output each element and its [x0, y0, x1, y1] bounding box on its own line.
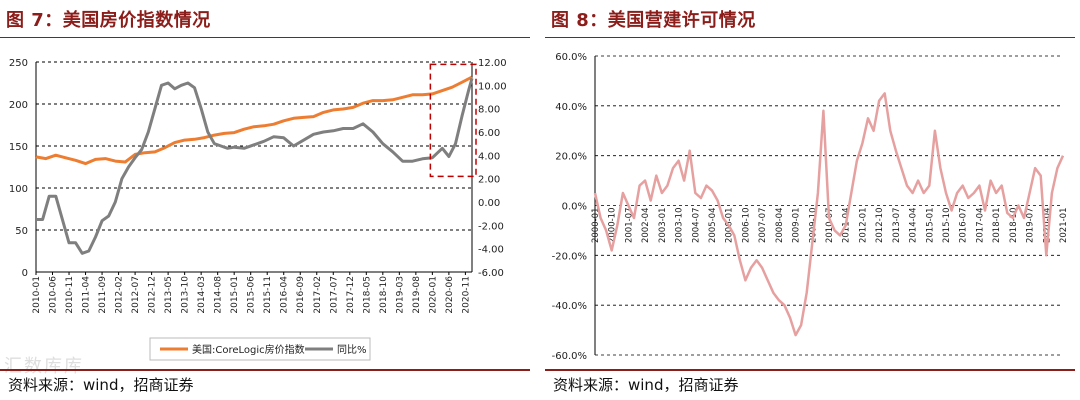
figure-8-bottom-rule — [545, 369, 1075, 371]
x-tick-label: 2018-01 — [992, 208, 1002, 244]
x-tick-label: 2017-02 — [313, 276, 323, 314]
x-tick-label: 2013-05 — [164, 276, 174, 314]
y-right-tick-label: 0.00 — [478, 198, 500, 209]
x-tick-label: 2003-01 — [658, 208, 668, 244]
y-right-tick-label: -2.00 — [478, 221, 504, 232]
watermark-text: 汇数库库 — [4, 356, 84, 377]
y-left-tick-label: 50 — [15, 226, 28, 237]
x-tick-label: 2012-10 — [875, 208, 885, 244]
x-tick-label: 2021-01 — [1059, 208, 1069, 244]
x-tick-label: 2012-07 — [131, 276, 141, 314]
x-tick-label: 2020-11 — [461, 276, 471, 314]
x-tick-label: 2014-04 — [909, 208, 919, 244]
x-tick-label: 2016-07 — [959, 208, 969, 244]
x-tick-label: 2006-10 — [741, 208, 751, 244]
x-tick-label: 2017-07 — [329, 276, 339, 314]
y-tick-label: -20.0% — [552, 251, 587, 262]
figure-8-panel: 图 8：美国营建许可情况 -60.0% -40.0% -20.0% 0.0% 20.0%… — [545, 0, 1080, 400]
x-tick-label: 2012-01 — [858, 208, 868, 244]
x-tick-label: 2014-08 — [214, 276, 224, 314]
x-tick-label: 2018-10 — [379, 276, 389, 314]
figure-8-source: 资料来源：wind，招商证券 — [553, 376, 739, 394]
x-tick-label: 2015-01 — [230, 276, 240, 314]
legend-label-yoy: 同比% — [337, 344, 367, 356]
permits-series-line — [593, 92, 1065, 337]
highlight-box — [429, 63, 477, 178]
x-tick-label: 2008-04 — [775, 208, 785, 244]
figure-7-title-rule — [0, 37, 530, 38]
building-permits-chart: -60.0% -40.0% -20.0% 0.0% 20.0% 40.0% 60.0% 200… — [552, 52, 1069, 362]
x-tick-label: 2020-04 — [1042, 208, 1052, 244]
x-tick-label: 2011-09 — [98, 276, 108, 314]
x-tick-label: 2019-07 — [1026, 207, 1036, 243]
x-tick-label: 2019-08 — [412, 276, 422, 314]
x-tick-label: 2020-06 — [445, 276, 455, 314]
figure-8-title: 图 8：美国营建许可情况 — [551, 10, 756, 31]
y-left-tick-label: 150 — [9, 142, 28, 153]
x-tick-label: 2015-01 — [925, 208, 935, 244]
x-tick-label: 2000-10 — [608, 208, 618, 244]
yoy-series-line — [36, 77, 474, 255]
x-tick-label: 2012-02 — [115, 276, 125, 314]
y-tick-label: 0.0% — [562, 202, 587, 213]
x-tick-label: 2010-06 — [49, 276, 59, 314]
figure-7-panel: 图 7：美国房价指数情况 0 50 100 150 200 250 -6.00 -4.00 -2… — [0, 0, 535, 400]
y-tick-label: 60.0% — [555, 52, 587, 63]
x-tick-label: 2012-12 — [148, 276, 158, 314]
x-tick-label: 2005-04 — [708, 208, 718, 244]
x-tick-label: 2004-07 — [691, 208, 701, 244]
y-tick-label: -60.0% — [552, 351, 587, 362]
y-right-tick-label: 8.00 — [478, 105, 500, 116]
y-left-tick-label: 200 — [9, 100, 28, 111]
x-tick-label: 2017-12 — [346, 276, 356, 314]
y-right-tick-label: 10.00 — [478, 81, 507, 92]
x-tick-label: 2018-10 — [1009, 208, 1019, 244]
y-tick-label: 20.0% — [555, 152, 587, 163]
x-tick-label: 2007-07 — [758, 208, 768, 244]
x-tick-label: 2018-05 — [362, 276, 372, 314]
x-tick-label: 2009-01 — [792, 207, 802, 243]
x-tick-label: 2015-06 — [247, 276, 257, 314]
legend-label-price-index: 美国:CoreLogic房价指数 — [192, 343, 305, 356]
y-left-tick-label: 0 — [22, 268, 28, 279]
x-tick-label: 2015-11 — [263, 276, 273, 314]
x-tick-label: 2003-10 — [675, 208, 685, 244]
x-tick-label: 2017-04 — [975, 208, 985, 244]
x-tick-label: 2013-07 — [892, 208, 902, 244]
x-tick-label: 2015-10 — [942, 208, 952, 244]
x-tick-label: 2001-07 — [624, 208, 634, 244]
x-tick-label: 2019-03 — [395, 276, 405, 314]
x-tick-label: 2016-09 — [296, 276, 306, 314]
x-tick-label: 2020-01 — [428, 276, 438, 314]
y-left-tick-label: 100 — [9, 184, 28, 195]
figure-8-title-rule — [545, 37, 1075, 38]
legend-box — [149, 337, 371, 361]
x-tick-label: 2002-04 — [641, 208, 651, 244]
y-tick-label: 40.0% — [555, 102, 587, 113]
x-tick-label: 2000-01 — [591, 208, 601, 244]
price-index-series-line — [35, 75, 473, 166]
figure-7-title: 图 7：美国房价指数情况 — [6, 10, 211, 31]
x-tick-label: 2010-01 — [32, 276, 42, 314]
y-right-tick-label: -4.00 — [478, 245, 504, 256]
y-right-tick-label: 2.00 — [478, 175, 500, 186]
y-right-tick-label: 6.00 — [478, 128, 500, 139]
x-tick-label: 2014-03 — [197, 276, 207, 314]
x-tick-label: 2010-11 — [65, 276, 75, 314]
house-price-chart: 0 50 100 150 200 250 -6.00 -4.00 -2.00 0.00 2.00 4.… — [9, 58, 507, 361]
y-right-tick-label: -6.00 — [478, 268, 504, 279]
y-right-tick-label: 4.00 — [478, 151, 500, 162]
y-tick-label: -40.0% — [552, 301, 587, 312]
x-tick-label: 2013-10 — [181, 276, 191, 314]
x-tick-label: 2011-04 — [82, 276, 92, 314]
figure-7-bottom-rule — [0, 369, 530, 371]
figure-7-source: 资料来源：wind，招商证券 — [8, 376, 194, 394]
y-right-tick-label: 12.00 — [478, 58, 507, 69]
x-tick-label: 2010-07 — [825, 208, 835, 244]
y-left-tick-label: 250 — [9, 58, 28, 69]
x-tick-label: 2016-04 — [280, 276, 290, 314]
